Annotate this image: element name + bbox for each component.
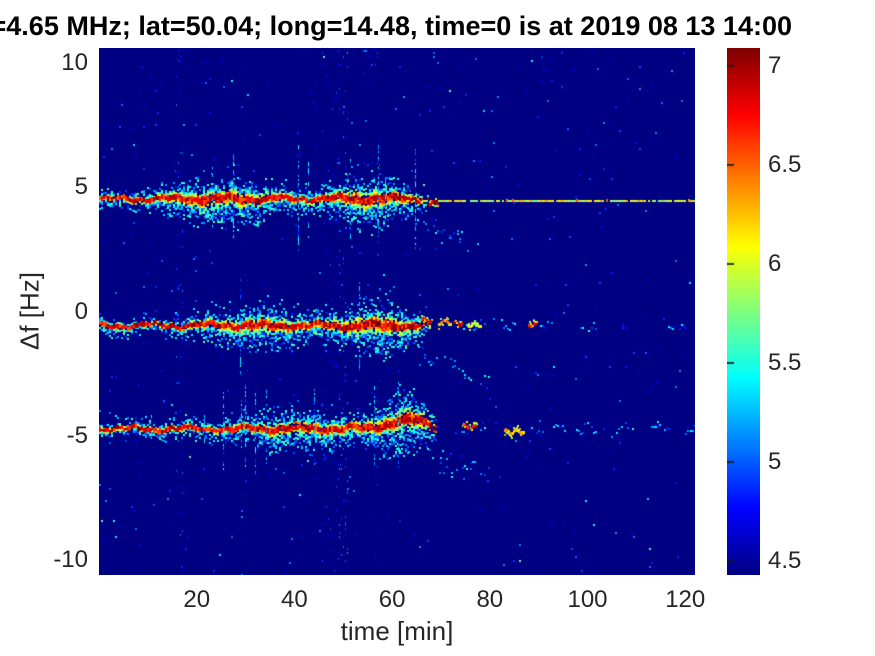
x-tick-label: 20 (183, 586, 211, 613)
colorbar-tick-label: 5 (768, 448, 782, 476)
y-tick-label: -5 (66, 421, 88, 449)
spectrogram-canvas (99, 48, 695, 575)
x-tick-label: 120 (665, 586, 706, 613)
x-tick-label: 40 (281, 586, 308, 613)
colorbar-tick-label: 6.5 (768, 150, 802, 178)
plot-title: =4.65 MHz; lat=50.04; long=14.48, time=0… (0, 11, 792, 41)
colorbar-tick-label: 4.5 (768, 547, 802, 575)
colorbar (727, 48, 760, 575)
x-tick-label: 60 (378, 586, 406, 613)
colorbar-tick-label: 7 (768, 51, 782, 79)
y-tick-label: 5 (74, 173, 88, 201)
y-tick-label: -10 (53, 546, 88, 574)
x-tick-label: 80 (476, 586, 504, 613)
colorbar-tick-label: 6 (768, 249, 782, 277)
y-tick-label: 10 (61, 48, 88, 76)
y-tick-label: 0 (74, 297, 88, 325)
x-tick-label: 100 (567, 586, 608, 613)
x-axis-label: time [min] (340, 616, 454, 646)
colorbar-tick-label: 5.5 (768, 349, 802, 376)
